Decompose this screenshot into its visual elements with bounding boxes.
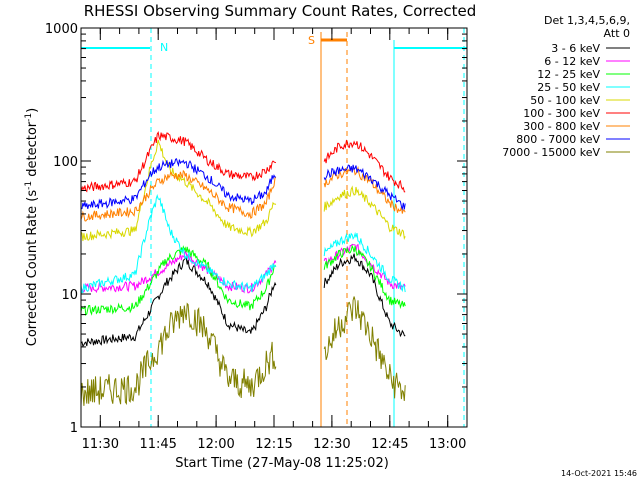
legend-label-5: 100 - 300 keV — [523, 107, 600, 120]
series-layer — [80, 130, 406, 406]
y-axis-label-main: Corrected Count Rate (s — [25, 190, 40, 347]
series-line-1-a — [80, 250, 277, 294]
series-line-4-b — [323, 185, 406, 241]
series-line-0-b — [323, 253, 406, 338]
series-line-5-a — [80, 130, 277, 193]
series-line-2-b — [323, 244, 406, 310]
x-axis: 11:30 11:45 12:00 12:15 12:30 12:45 13:00 — [80, 28, 468, 452]
series-line-3-a — [80, 193, 277, 294]
series-line-6-b — [323, 165, 406, 214]
saa-marker-label: S — [308, 34, 315, 47]
y-tick-label-1: 10 — [61, 288, 78, 303]
x-tick-label-2: 12:00 — [197, 437, 234, 452]
y-axis-label-sup: -1 — [24, 181, 34, 190]
series-line-0-a — [80, 256, 277, 348]
y-axis-label-tail-sup: -1 — [24, 113, 34, 122]
series-line-7-a — [80, 158, 277, 210]
series-line-2-a — [80, 245, 277, 316]
y-axis-label-close: ) — [25, 108, 40, 113]
y-tick-label-3: 1000 — [45, 22, 78, 37]
y-axis: 1 10 100 1000 — [45, 22, 467, 436]
y-tick-label-2: 100 — [53, 155, 78, 170]
plot-frame — [80, 27, 468, 428]
series-line-8-a — [80, 302, 277, 406]
x-tick-label-0: 11:30 — [82, 437, 119, 452]
x-tick-label-5: 12:45 — [371, 437, 408, 452]
markers: NS — [81, 28, 467, 427]
legend-label-8: 7000 - 15000 keV — [502, 146, 600, 159]
x-tick-label-4: 12:30 — [313, 437, 350, 452]
legend-header-line-2: Att 0 — [604, 27, 630, 40]
x-tick-label-3: 12:15 — [255, 437, 292, 452]
series-line-7-b — [323, 164, 406, 211]
series-line-8-b — [323, 296, 406, 401]
y-tick-label-0: 1 — [70, 421, 78, 436]
x-tick-label-6: 13:00 — [429, 437, 466, 452]
series-line-5-b — [323, 139, 406, 193]
x-tick-label-1: 11:45 — [139, 437, 176, 452]
legend-label-3: 25 - 50 keV — [537, 81, 600, 94]
legend-label-4: 50 - 100 keV — [530, 94, 600, 107]
night-marker-label: N — [160, 41, 168, 54]
footer-date: 14-Oct-2021 15:46 — [561, 469, 637, 478]
series-line-4-a — [80, 139, 277, 242]
legend-label-0: 3 - 6 keV — [551, 42, 600, 55]
legend-header-line-1: Det 1,3,4,5,6,9, — [544, 14, 630, 27]
legend-label-7: 800 - 7000 keV — [516, 133, 600, 146]
series-line-1-b — [323, 243, 406, 291]
x-axis-label: Start Time (27-May-08 11:25:02) — [175, 456, 389, 471]
series-line-3-b — [323, 231, 406, 293]
y-axis-label-tail: detector — [25, 121, 40, 181]
series-line-6-a — [80, 169, 276, 222]
chart-title: RHESSI Observing Summary Count Rates, Co… — [84, 2, 477, 20]
legend-label-1: 6 - 12 keV — [544, 55, 600, 68]
y-axis-label: Corrected Count Rate (s-1 detector-1) — [24, 108, 40, 346]
legend-label-6: 300 - 800 keV — [523, 120, 600, 133]
legend-label-2: 12 - 25 keV — [537, 68, 600, 81]
